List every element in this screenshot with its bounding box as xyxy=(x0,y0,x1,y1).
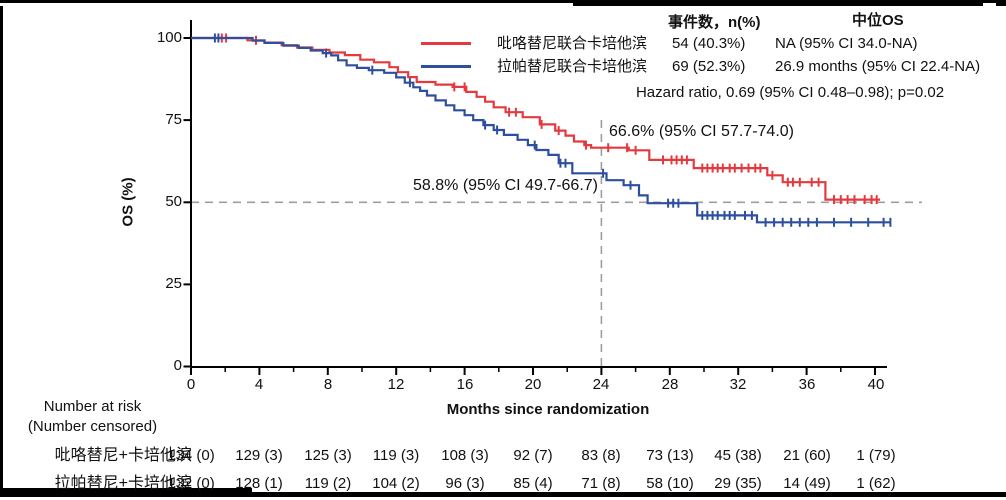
risk-cell: 45 (38) xyxy=(714,447,762,464)
y-tick-100: 100 xyxy=(156,29,182,46)
risk-row-label-pyrotinib: 吡咯替尼+卡培他滨 xyxy=(54,447,192,464)
border-artifact-bottom xyxy=(0,492,1006,497)
border-artifact-bottom-left xyxy=(0,488,252,497)
border-artifact-top-corner xyxy=(996,0,1006,6)
border-artifact-left xyxy=(0,6,3,497)
risk-cell: 1 (79) xyxy=(856,447,896,464)
x-tick-16: 16 xyxy=(456,376,474,393)
legend-median-header: 中位OS xyxy=(852,12,904,29)
legend-events-header: 事件数，n(%) xyxy=(668,14,761,31)
x-tick-28: 28 xyxy=(661,376,679,393)
x-tick-40: 40 xyxy=(867,376,885,393)
border-artifact-top-right xyxy=(573,0,983,6)
risk-cell: 85 (4) xyxy=(513,475,553,492)
risk-cell: 14 (49) xyxy=(783,475,831,492)
y-axis-title: OS (%) xyxy=(119,177,137,227)
risk-cell: 108 (3) xyxy=(441,447,489,464)
y-tick-25: 25 xyxy=(165,275,182,292)
risk-cell: 134 (0) xyxy=(167,447,215,464)
risk-cell: 58 (10) xyxy=(646,475,694,492)
x-tick-24: 24 xyxy=(592,376,610,393)
x-tick-8: 8 xyxy=(323,376,333,393)
risk-cell: 104 (2) xyxy=(372,475,420,492)
risk-cell: 71 (8) xyxy=(581,475,621,492)
risk-cell: 125 (3) xyxy=(304,447,352,464)
annotation-red-24mo: 66.6% (95% CI 57.7-74.0) xyxy=(609,123,794,140)
risk-cell: 132 (0) xyxy=(167,475,215,492)
y-tick-0: 0 xyxy=(173,357,182,374)
x-tick-20: 20 xyxy=(524,376,542,393)
risk-cell: 83 (8) xyxy=(581,447,621,464)
risk-cell: 1 (62) xyxy=(856,475,896,492)
risk-cell: 92 (7) xyxy=(513,447,553,464)
legend-label-lapatinib: 拉帕替尼联合卡培他滨 xyxy=(497,58,648,75)
x-tick-12: 12 xyxy=(387,376,405,393)
x-tick-32: 32 xyxy=(729,376,747,393)
risk-header-line1: Number at risk xyxy=(43,398,142,415)
x-tick-36: 36 xyxy=(798,376,816,393)
risk-cell: 129 (3) xyxy=(235,447,283,464)
legend-line-blue xyxy=(421,65,471,68)
y-tick-50: 50 xyxy=(165,193,182,210)
x-tick-4: 4 xyxy=(254,376,264,393)
risk-cell: 73 (13) xyxy=(646,447,694,464)
annotation-blue-24mo: 58.8% (95% CI 49.7-66.7) xyxy=(413,177,598,194)
y-tick-75: 75 xyxy=(165,111,182,128)
legend-events-lapatinib: 69 (52.3%) xyxy=(672,58,746,75)
x-axis-title: Months since randomization xyxy=(446,401,650,418)
legend-line-red xyxy=(421,42,471,45)
border-artifact-top xyxy=(0,0,1006,3)
risk-row-label-lapatinib: 拉帕替尼+卡培他滨 xyxy=(54,475,192,492)
risk-cell: 96 (3) xyxy=(445,475,485,492)
risk-cell: 21 (60) xyxy=(783,447,831,464)
risk-header-line2: (Number censored) xyxy=(27,418,158,435)
risk-cell: 119 (2) xyxy=(304,475,352,492)
risk-cell: 29 (35) xyxy=(714,475,762,492)
x-tick-0: 0 xyxy=(186,376,196,393)
risk-cell: 128 (1) xyxy=(235,475,283,492)
hazard-ratio-text: Hazard ratio, 0.69 (95% CI 0.48–0.98); p… xyxy=(635,84,945,101)
legend-label-pyrotinib: 吡咯替尼联合卡培他滨 xyxy=(497,35,648,52)
risk-cell: 119 (3) xyxy=(372,447,420,464)
legend-median-lapatinib: 26.9 months (95% CI 22.4-NA) xyxy=(775,58,981,75)
legend-events-pyrotinib: 54 (40.3%) xyxy=(672,35,746,52)
legend-median-pyrotinib: NA (95% CI 34.0-NA) xyxy=(775,35,918,52)
